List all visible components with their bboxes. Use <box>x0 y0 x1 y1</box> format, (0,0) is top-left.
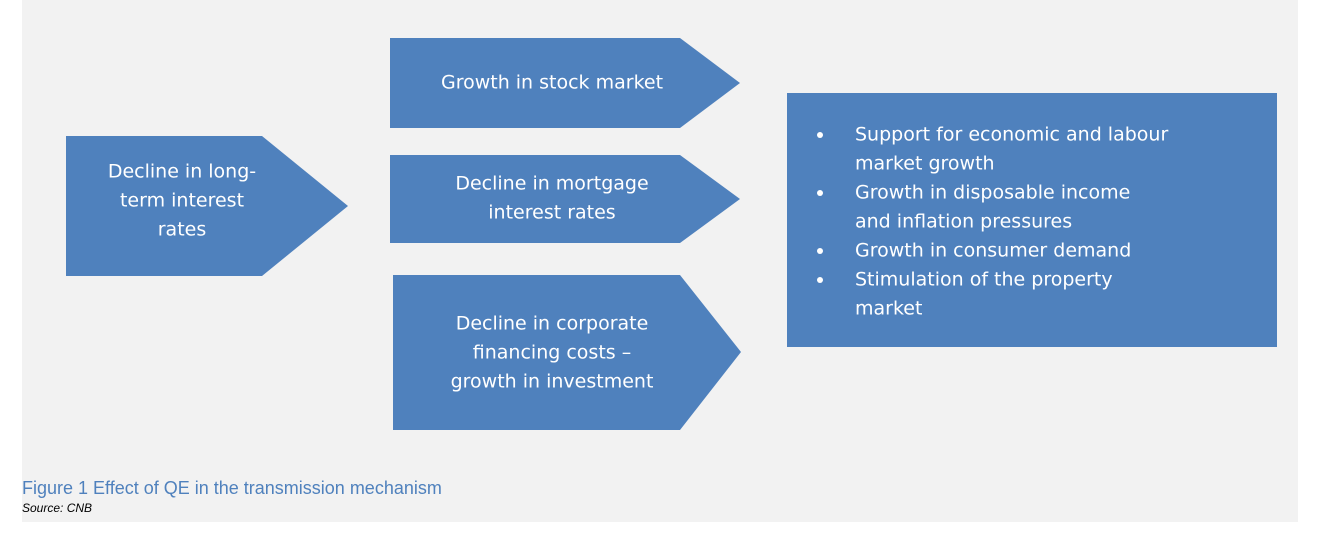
node-label: Decline in long- <box>108 161 256 183</box>
bullet <box>817 248 823 254</box>
caption-source: Source: CNB <box>22 501 92 515</box>
effect-item: market <box>855 298 922 320</box>
arrow-box <box>393 275 741 430</box>
arrow-box <box>390 38 740 128</box>
effect-item: Support for economic and labour <box>855 124 1168 146</box>
arrow-box <box>66 136 348 276</box>
bullet <box>817 190 823 196</box>
effect-item: Stimulation of the property <box>855 269 1113 291</box>
node-label: growth in investment <box>451 371 654 393</box>
effect-item: Growth in disposable income <box>855 182 1130 204</box>
node-label: interest rates <box>488 202 615 224</box>
bullet <box>817 132 823 138</box>
node-label: rates <box>158 219 207 241</box>
arrow-box <box>390 155 740 243</box>
node-label: Decline in mortgage <box>455 173 648 195</box>
effect-item: and inflation pressures <box>855 211 1072 233</box>
node-label: Growth in stock market <box>441 72 663 94</box>
effects-box <box>787 93 1277 347</box>
node-label: Decline in corporate <box>456 313 649 335</box>
node-label: financing costs – <box>473 342 631 364</box>
bullet <box>817 277 823 283</box>
caption-title: Figure 1 Effect of QE in the transmissio… <box>22 478 442 498</box>
effect-item: market growth <box>855 153 995 175</box>
effect-item: Growth in consumer demand <box>855 240 1131 262</box>
node-label: term interest <box>120 190 244 212</box>
